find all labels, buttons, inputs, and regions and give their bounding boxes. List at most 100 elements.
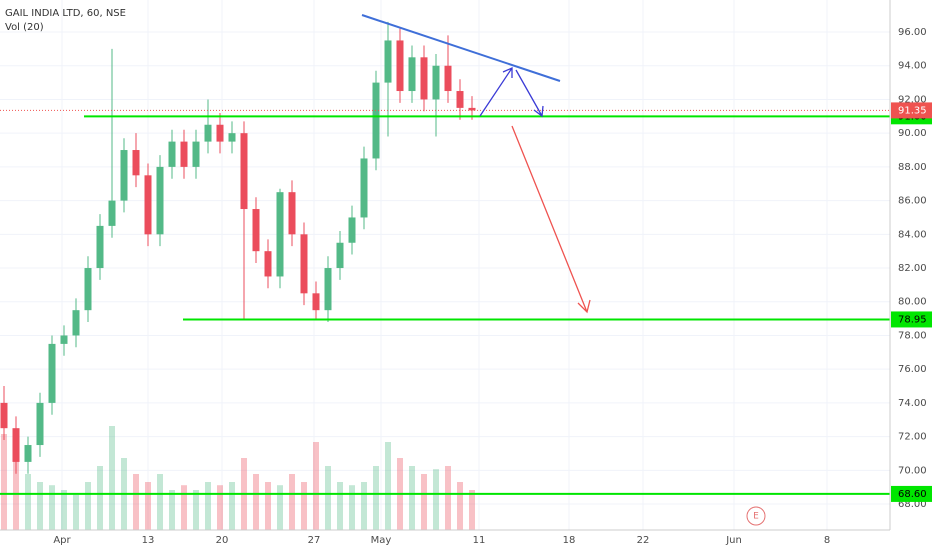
volume-bar — [73, 494, 79, 530]
level-tag — [891, 311, 932, 328]
last-price-label: 91.35 — [898, 105, 927, 116]
volume-bar — [349, 485, 355, 530]
event-label[interactable]: E — [753, 512, 759, 522]
volume-layer — [1, 426, 475, 530]
candle-body — [0, 402, 8, 429]
x-tick-label: 8 — [824, 535, 830, 546]
volume-bar — [265, 482, 271, 530]
volume-bar — [181, 485, 187, 530]
volume-bar — [49, 485, 55, 530]
arrow-down — [515, 69, 544, 118]
candle-body — [204, 124, 212, 142]
volume-bar — [409, 466, 415, 530]
candle-body — [180, 141, 188, 167]
candle-body — [324, 268, 332, 311]
volume-title: Vol (20) — [5, 22, 44, 33]
chart-title: GAIL INDIA LTD, 60, NSE — [5, 8, 126, 19]
candle-body — [48, 343, 56, 403]
y-tick-label: 68.00 — [898, 499, 927, 510]
y-tick-label: 74.00 — [898, 398, 927, 409]
candle-body — [72, 310, 80, 336]
event-marker[interactable] — [746, 506, 766, 526]
volume-bar — [385, 442, 391, 530]
candle-body — [264, 251, 272, 277]
volume-bar — [1, 434, 7, 530]
y-tick-label: 90.00 — [898, 128, 927, 139]
candle-body — [444, 65, 452, 92]
volume-bar — [85, 482, 91, 530]
candle-body — [156, 166, 164, 235]
y-tick-label: 96.00 — [898, 27, 927, 38]
volume-bar — [445, 466, 451, 530]
x-tick-label: May — [371, 535, 392, 546]
y-tick-label: 84.00 — [898, 229, 927, 240]
volume-bar — [193, 490, 199, 530]
volume-bar — [169, 490, 175, 530]
y-tick-label: 72.00 — [898, 432, 927, 443]
volume-bar — [313, 442, 319, 530]
volume-bar — [253, 474, 259, 530]
level-label: 78.95 — [898, 314, 927, 325]
y-tick-label: 92.00 — [898, 94, 927, 105]
y-tick-label: 88.00 — [898, 162, 927, 173]
x-tick-label: 11 — [473, 535, 486, 546]
blue-arrows — [479, 66, 544, 118]
volume-bar — [133, 474, 139, 530]
y-tick-label: 94.00 — [898, 61, 927, 72]
candle-layer — [0, 21, 476, 474]
level-label: 68.60 — [898, 489, 927, 500]
candle-body — [300, 234, 308, 294]
volume-bar — [373, 466, 379, 530]
volume-bar — [97, 466, 103, 530]
y-tick-label: 78.00 — [898, 330, 927, 341]
volume-bar — [325, 466, 331, 530]
candle-body — [12, 428, 20, 462]
x-tick-label: 22 — [637, 535, 650, 546]
candle-body — [420, 57, 428, 100]
candle-body — [336, 242, 344, 269]
trend-line — [361, 14, 561, 82]
target-arrow — [511, 125, 591, 314]
volume-bar — [289, 474, 295, 530]
candle-body — [36, 402, 44, 446]
candle-body — [96, 225, 104, 269]
volume-bar — [421, 474, 427, 530]
volume-bar — [205, 482, 211, 530]
candle-body — [348, 217, 356, 243]
y-tick-label: 80.00 — [898, 297, 927, 308]
volume-bar — [217, 485, 223, 530]
last-price-tag — [891, 102, 932, 119]
volume-bar — [61, 490, 67, 530]
x-tick-label: 18 — [563, 535, 576, 546]
volume-bar — [361, 482, 367, 530]
y-tick-label: 76.00 — [898, 364, 927, 375]
volume-bar — [37, 482, 43, 530]
volume-bar — [109, 426, 115, 530]
volume-bar — [469, 490, 475, 530]
candle-body — [60, 335, 68, 344]
candle-body — [240, 133, 248, 210]
price-axis — [890, 0, 932, 530]
candle-body — [144, 175, 152, 235]
level-tag — [891, 485, 932, 502]
candle-body — [372, 82, 380, 159]
x-tick-label: 27 — [308, 535, 321, 546]
candle-body — [312, 293, 320, 311]
x-tick-label: Jun — [725, 535, 742, 546]
level-layer — [0, 109, 890, 495]
candle-body — [408, 57, 416, 92]
volume-bar — [145, 482, 151, 530]
candle-body — [132, 150, 140, 176]
candle-body — [120, 150, 128, 201]
volume-bar — [433, 469, 439, 530]
candle-body — [396, 40, 404, 92]
y-tick-label: 70.00 — [898, 465, 927, 476]
candle-body — [228, 133, 236, 142]
x-tick-label: Apr — [53, 535, 71, 546]
candle-body — [276, 192, 284, 277]
volume-bar — [157, 474, 163, 530]
candle-body — [432, 65, 440, 100]
